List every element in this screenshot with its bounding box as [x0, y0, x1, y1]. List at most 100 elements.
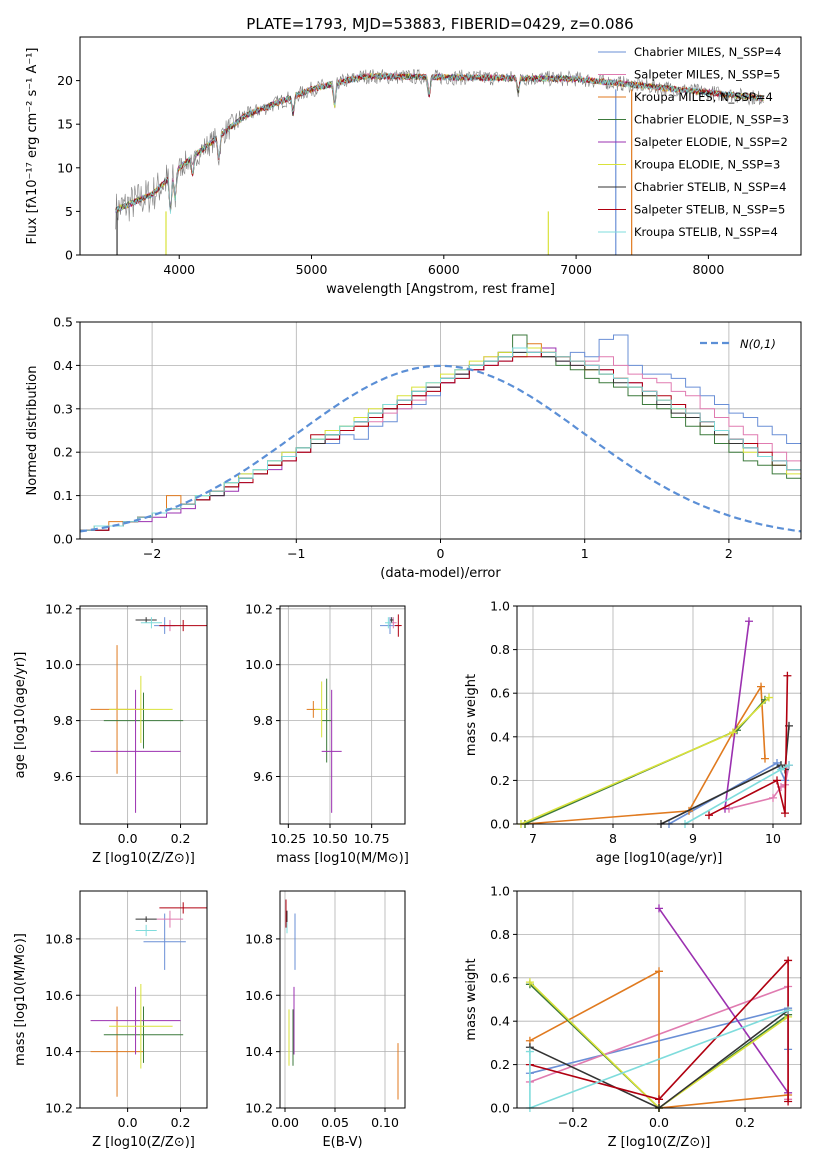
weight-marker-salpeter-stelib	[781, 809, 789, 818]
errorbar-chabrier-elodie	[321, 678, 332, 763]
y-tick-label: 9.6	[53, 769, 73, 784]
errorbar-chabrier-stelib	[135, 617, 157, 623]
x-tick-label: 0.10	[371, 1115, 399, 1130]
weight-marker-kroupa-stelib	[525, 1047, 534, 1056]
x-tick-label: 0.0	[118, 1115, 138, 1130]
x-axis-label: Z [log10(Z/Z⊙)]	[92, 851, 195, 866]
y-tick-label: 10.2	[45, 601, 73, 616]
x-tick-label: 0.2	[735, 1115, 755, 1130]
legend-label-salpeter-stelib: Salpeter STELIB, N_SSP=5	[634, 203, 785, 217]
errorbar-kroupa-stelib	[140, 617, 163, 629]
panel-5: 7 8 9 10 0.0 0.2 0.4 0.6 0.8 1.0 age [log10(age/yr…	[464, 599, 802, 866]
panel-4: 10.25 10.50 10.75 9.6 9.8 10.0 10.2 mass [log10…	[245, 601, 409, 866]
axes-frame	[516, 605, 802, 825]
legend-label-salpeter-miles: Salpeter MILES, N_SSP=5	[634, 68, 780, 82]
weight-marker-salpeter-miles	[769, 793, 777, 802]
x-tick-label: 8000	[692, 262, 724, 277]
y-tick-label: 10.0	[45, 657, 73, 672]
weight-line-salpeter-stelib	[708, 675, 789, 817]
normal-curve-line	[79, 364, 802, 533]
y-axis-label: mass weight	[464, 958, 479, 1040]
panel-7: 0.00 0.05 0.10 10.2 10.4 10.6 10.8 E(B-V)	[245, 890, 406, 1150]
x-tick-label: 0.0	[649, 1115, 669, 1130]
x-tick-label: 10	[765, 831, 781, 846]
errorbar-kroupa-stelib	[385, 617, 392, 629]
legend-label-chabrier-stelib: Chabrier STELIB, N_SSP=4	[634, 180, 786, 194]
panel-8: −0.2 0.0 0.2 0.0 0.2 0.4 0.6 0.8 1.0 Z [log10(Z/Z…	[464, 884, 802, 1150]
x-axis-label: mass [log10(M/M⊙)]	[276, 851, 409, 866]
x-axis-label: (data-model)/error	[380, 566, 501, 581]
x-tick-label: 7	[529, 831, 537, 846]
y-tick-label: 0.2	[53, 445, 73, 460]
x-tick-label: 10.75	[354, 831, 390, 846]
x-tick-label: 0.05	[321, 1115, 349, 1130]
legend-label-chabrier-miles: Chabrier MILES, N_SSP=4	[634, 45, 781, 59]
errorbar-chabrier-stelib	[390, 617, 394, 623]
figure-title: PLATE=1793, MJD=53883, FIBERID=0429, z=0…	[246, 15, 633, 33]
weight-marker-kroupa-stelib	[785, 761, 793, 770]
y-tick-label: 0.8	[490, 642, 510, 657]
weight-marker-kroupa-stelib	[784, 1006, 793, 1015]
weight-marker-salpeter-stelib	[783, 671, 792, 680]
errorbar-salpeter-elodie	[90, 689, 181, 813]
errorbar-salpeter-elodie	[90, 986, 181, 1055]
y-tick-label: 15	[57, 117, 73, 132]
weight-marker-salpeter-stelib	[705, 811, 713, 820]
errorbar-kroupa-elodie	[315, 681, 329, 738]
panel-6: 0.0 0.2 10.2 10.4 10.6 10.8 Z [log10(Z/Z⊙)] mas…	[13, 890, 208, 1150]
weight-marker-kroupa-elodie	[525, 978, 534, 987]
legend-label-chabrier-elodie: Chabrier ELODIE, N_SSP=3	[634, 113, 789, 127]
axes-frame	[279, 890, 406, 1109]
weight-line-salpeter-elodie	[658, 907, 789, 1094]
x-tick-label: 10.50	[312, 831, 348, 846]
x-tick-label: 6000	[428, 262, 460, 277]
y-tick-label: 10.4	[45, 1044, 73, 1059]
x-tick-label: 8	[609, 831, 617, 846]
y-tick-label: 9.6	[253, 769, 273, 784]
weight-marker-salpeter-stelib	[784, 1097, 793, 1106]
x-tick-label: 0.00	[271, 1115, 299, 1130]
y-tick-label: 0.0	[53, 532, 73, 547]
weight-marker-kroupa-elodie	[729, 728, 737, 737]
y-tick-label: 9.8	[53, 713, 73, 728]
legend-label-normal: N(0,1)	[740, 337, 776, 351]
x-tick-label: 0.2	[171, 831, 191, 846]
y-tick-label: 10.8	[245, 931, 273, 946]
y-tick-label: 5	[65, 204, 73, 219]
x-tick-label: 2	[725, 546, 733, 561]
y-tick-label: 10.6	[45, 988, 73, 1003]
y-axis-label: mass weight	[464, 674, 479, 756]
y-tick-label: 10	[57, 160, 73, 175]
x-tick-label: 0.0	[118, 831, 138, 846]
y-tick-label: 10.2	[245, 1101, 273, 1116]
y-axis-label: Normed distribution	[25, 366, 40, 496]
y-tick-label: 0.0	[490, 1101, 510, 1116]
weight-line-salpeter-stelib	[529, 958, 789, 1102]
weight-line-salpeter-elodie	[724, 621, 750, 809]
y-tick-label: 1.0	[490, 884, 510, 899]
x-axis-label: age [log10(age/yr)]	[596, 851, 723, 866]
x-tick-label: 9	[689, 831, 697, 846]
y-tick-label: 10.0	[245, 657, 273, 672]
x-tick-label: 7000	[560, 262, 592, 277]
weight-marker-salpeter-elodie	[745, 617, 753, 626]
axes-frame	[79, 605, 208, 825]
y-tick-label: 0.4	[53, 358, 73, 373]
weight-marker-kroupa-miles	[761, 754, 769, 763]
weight-marker-kroupa-miles	[757, 682, 765, 691]
errorbar-chabrier-elodie	[103, 692, 184, 749]
x-axis-label: Z [log10(Z/Z⊙)]	[92, 1135, 195, 1150]
x-tick-label: 5000	[296, 262, 328, 277]
weight-line-chabrier-stelib	[660, 725, 790, 825]
errorbar-salpeter-elodie	[321, 689, 342, 813]
x-tick-label: 4000	[163, 262, 195, 277]
errorbar-kroupa-stelib	[135, 924, 157, 937]
weight-marker-kroupa-elodie	[765, 693, 773, 702]
axes-frame	[79, 36, 802, 256]
weight-marker-kroupa-miles	[655, 967, 663, 976]
y-tick-label: 0.2	[490, 1057, 510, 1072]
panel-3: 0.0 0.2 9.6 9.8 10.0 10.2 Z [log10(Z/Z⊙)] age […	[13, 601, 208, 866]
weight-marker-salpeter-stelib	[773, 776, 781, 785]
